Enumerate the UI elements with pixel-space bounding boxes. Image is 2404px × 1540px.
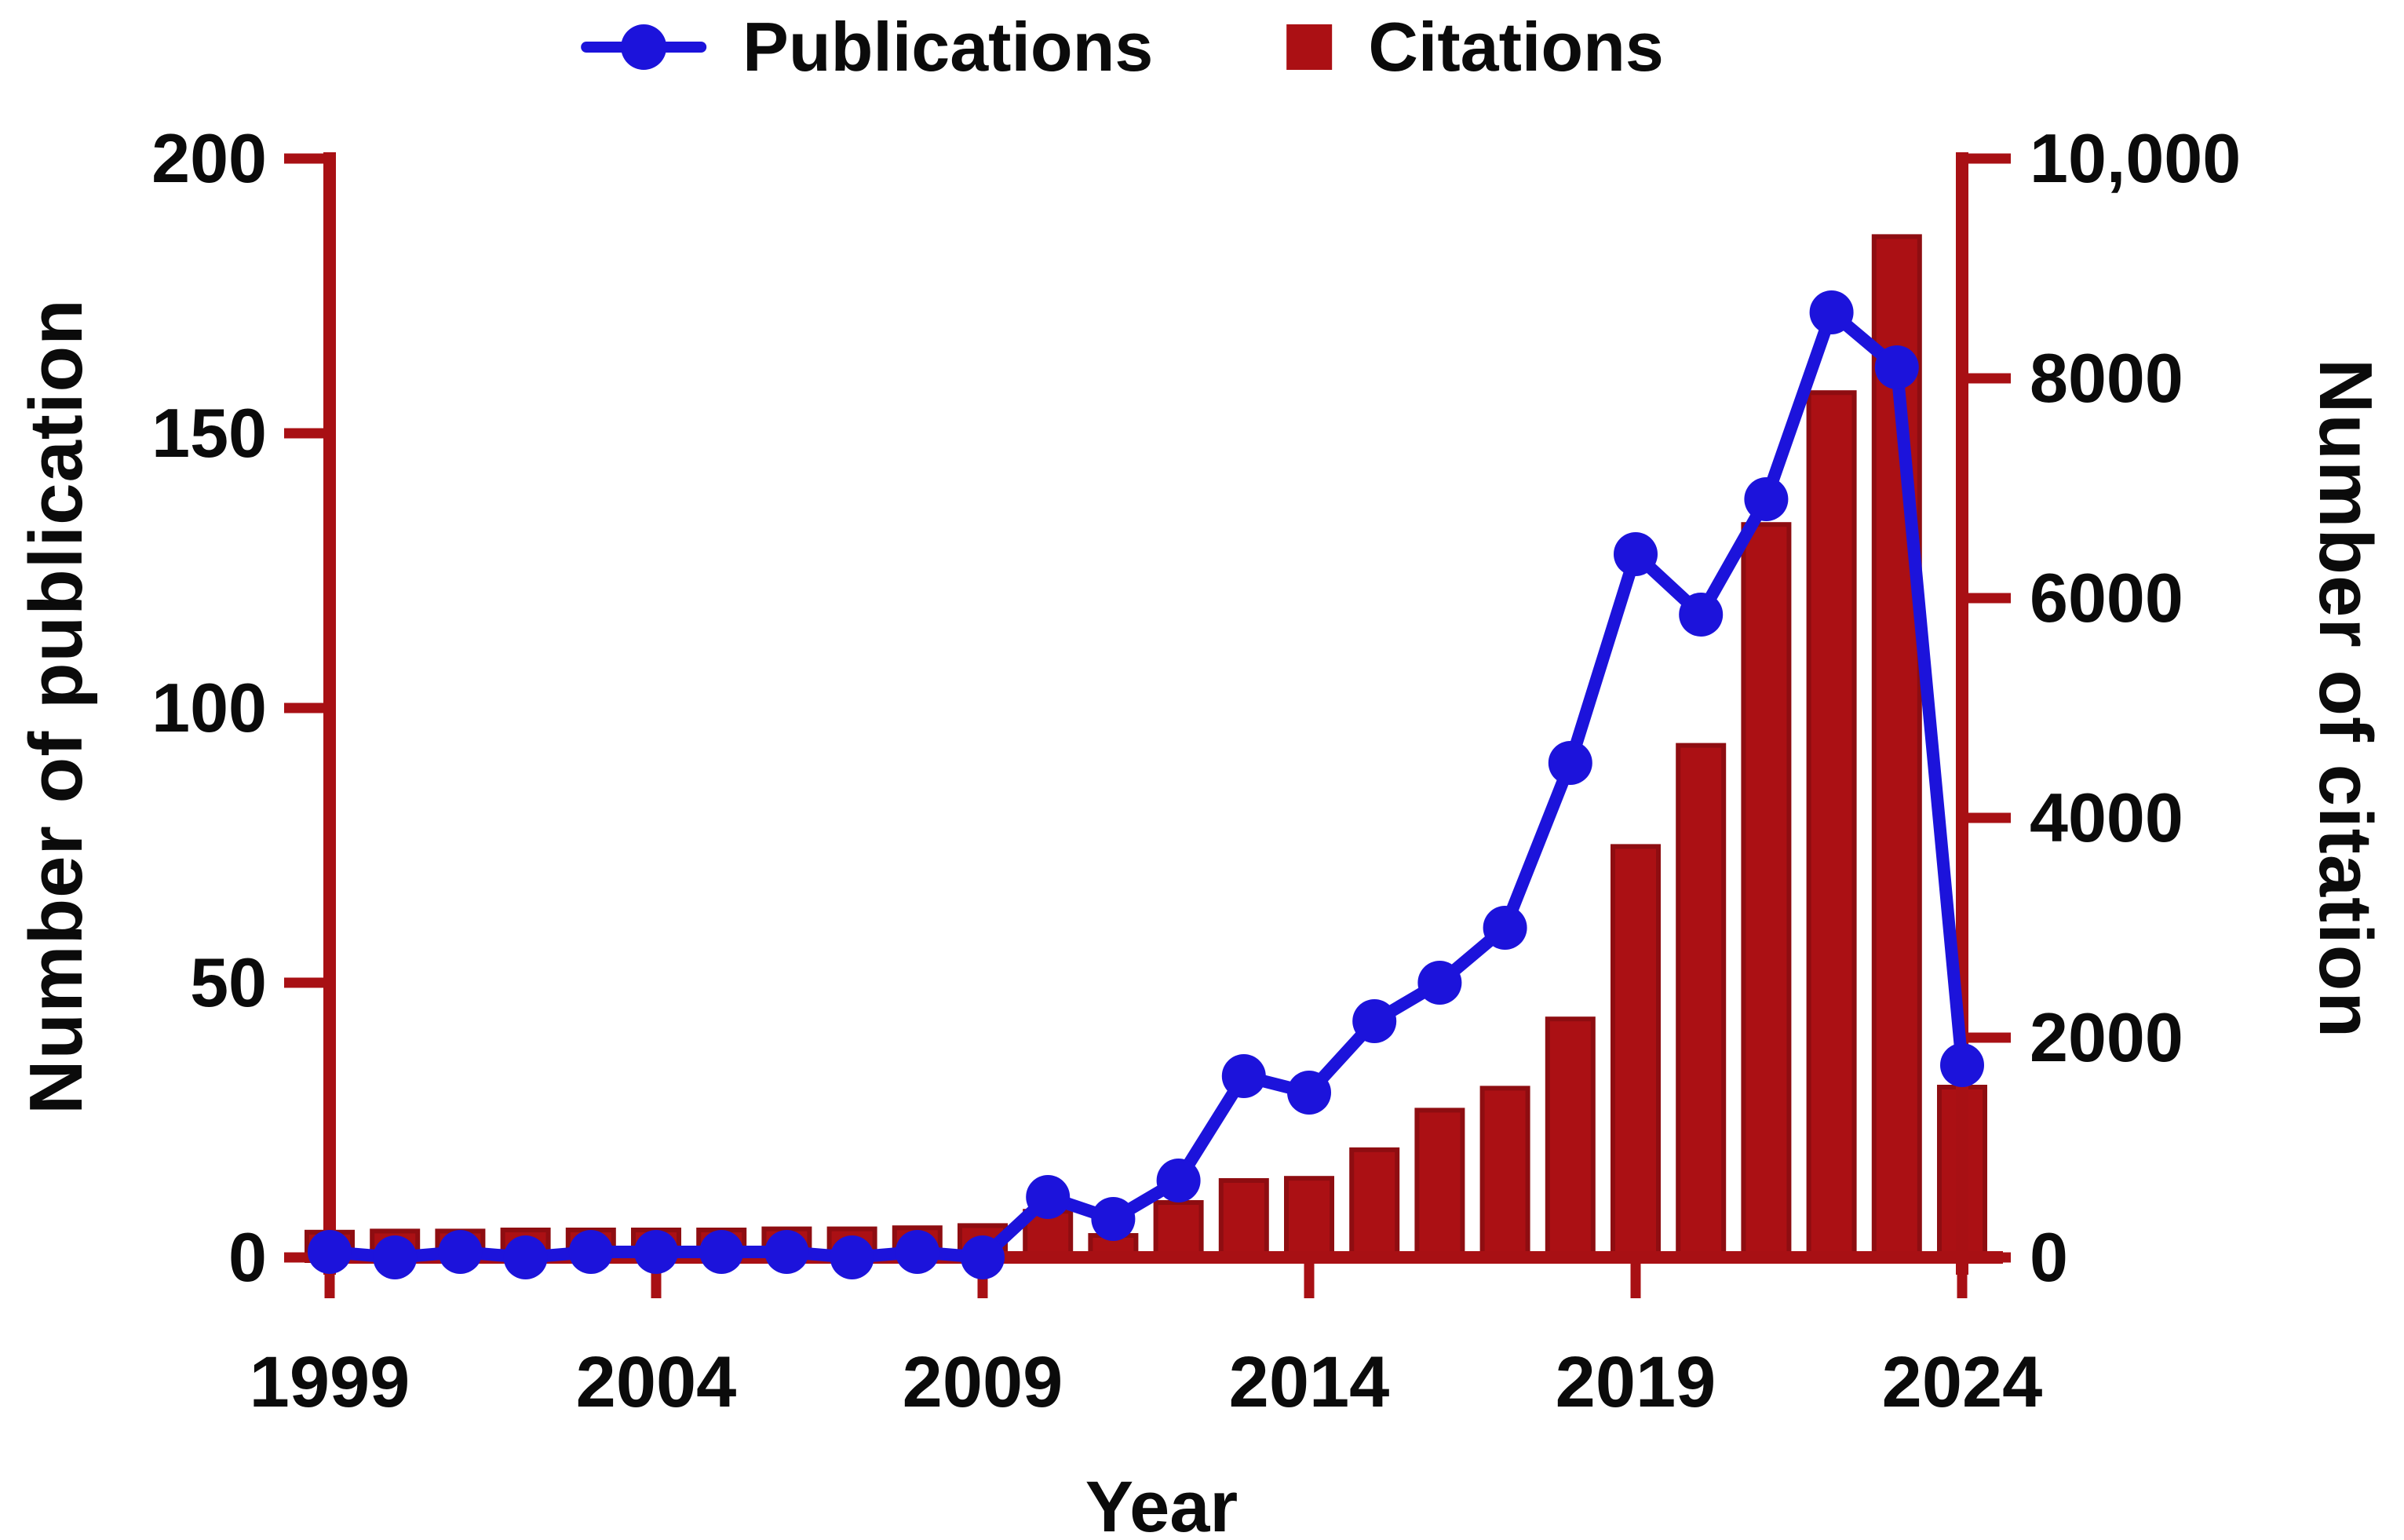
- publications-point: [308, 1230, 352, 1274]
- publications-point: [1548, 741, 1592, 785]
- legend-item-citations: Citations: [1286, 8, 1664, 86]
- right-axis-tick-label: 4000: [2030, 779, 2183, 856]
- right-axis-tick-label: 0: [2030, 1218, 2068, 1296]
- x-axis-tick-label: 1999: [250, 1342, 410, 1422]
- legend: Publications Citations: [581, 13, 1664, 82]
- publications-line-marker-icon: [581, 24, 707, 71]
- citations-bar: [1414, 1108, 1465, 1264]
- publications-point: [1352, 999, 1397, 1043]
- legend-item-publications: Publications: [581, 13, 1153, 82]
- publications-point: [634, 1230, 678, 1274]
- right-axis-tick-label: 10,000: [2030, 119, 2241, 197]
- citations-bar: [1218, 1178, 1269, 1263]
- x-axis-tick-label: 2004: [576, 1342, 737, 1422]
- citations-square-marker-icon: [1286, 24, 1333, 70]
- publications-point: [503, 1235, 548, 1279]
- citations-bar: [1806, 390, 1857, 1264]
- publications-point: [1091, 1197, 1136, 1241]
- publications-point: [1614, 532, 1658, 576]
- publications-point: [1874, 345, 1919, 389]
- x-axis-tick-label: 2024: [1882, 1342, 2043, 1422]
- publications-point: [1809, 290, 1854, 334]
- citations-bar: [1545, 1016, 1596, 1263]
- left-axis-tick-label: 100: [151, 669, 267, 746]
- publications-point: [1679, 593, 1724, 637]
- publications-point: [961, 1235, 1005, 1279]
- legend-citations-label: Citations: [1368, 8, 1664, 86]
- left-axis-tick-label: 200: [151, 119, 267, 197]
- publications-dot-icon: [621, 24, 667, 70]
- right-axis-title: Number of citation: [2304, 358, 2388, 1039]
- publications-point: [764, 1230, 809, 1274]
- left-axis-tick-label: 50: [190, 943, 267, 1021]
- right-axis-tick-label: 8000: [2030, 339, 2183, 417]
- publications-point: [1221, 1054, 1266, 1098]
- citations-bar: [1611, 844, 1661, 1263]
- publications-point: [1287, 1071, 1331, 1115]
- left-axis-tick-label: 0: [228, 1218, 267, 1296]
- x-axis-tick-label: 2019: [1556, 1342, 1716, 1422]
- citations-bar: [1479, 1086, 1530, 1264]
- citations-bar: [1349, 1147, 1400, 1264]
- left-axis-title: Number of publication: [14, 298, 98, 1115]
- x-axis-tick-label: 2014: [1229, 1342, 1390, 1422]
- right-axis-tick-label: 2000: [2030, 998, 2183, 1076]
- publications-point: [1026, 1175, 1071, 1219]
- publications-point: [1744, 477, 1789, 521]
- left-axis-tick-label: 150: [151, 394, 267, 472]
- x-axis-title: Year: [1085, 1467, 1238, 1540]
- publications-point: [830, 1235, 874, 1279]
- right-axis-tick-label: 6000: [2030, 559, 2183, 637]
- publications-point: [1417, 961, 1462, 1005]
- citations-bar: [1284, 1176, 1334, 1263]
- publications-point: [438, 1230, 483, 1274]
- publications-point: [568, 1230, 613, 1274]
- publications-point: [699, 1230, 744, 1274]
- publications-point: [1156, 1159, 1201, 1202]
- publications-point: [895, 1230, 939, 1274]
- publications-point: [1483, 906, 1527, 950]
- publications-point: [1940, 1043, 1984, 1087]
- legend-publications-label: Publications: [742, 8, 1154, 86]
- citations-bar: [1676, 743, 1727, 1263]
- publications-point: [373, 1235, 418, 1279]
- citations-bar: [1741, 522, 1792, 1263]
- x-axis-tick-label: 2009: [903, 1342, 1063, 1422]
